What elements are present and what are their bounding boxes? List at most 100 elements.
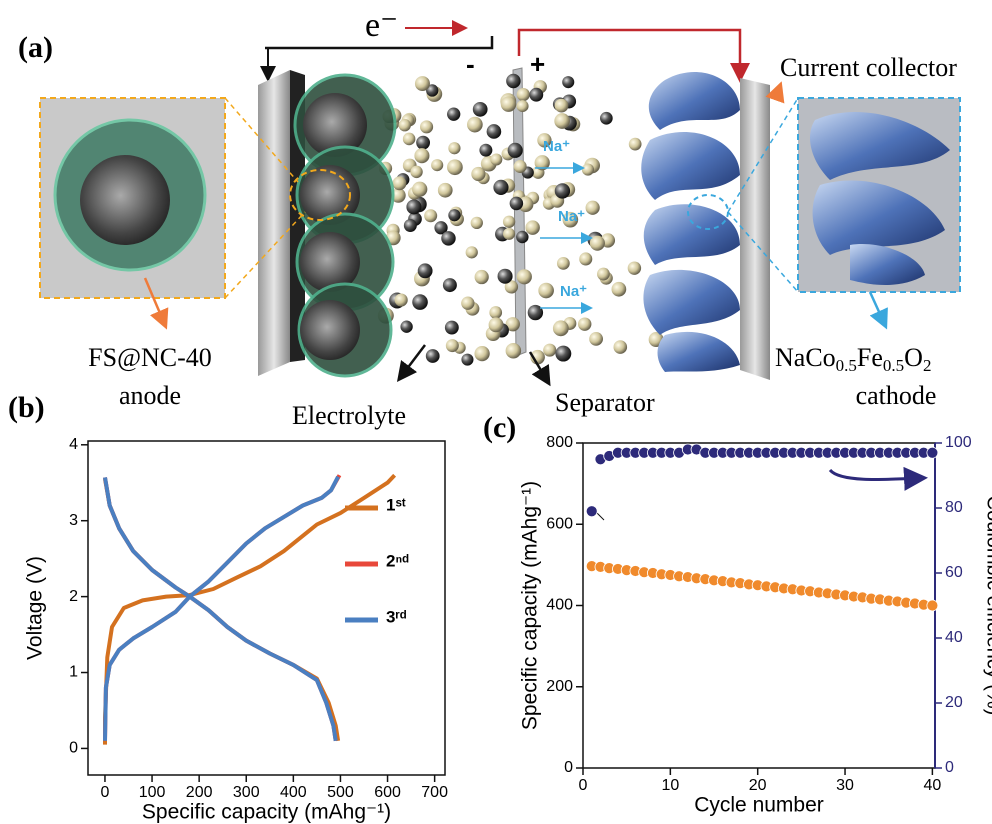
x-axis-title: Cycle number [694, 794, 824, 817]
charts: (b)010020030040050060070001234Specific c… [8, 391, 992, 824]
electrolyte-ion [412, 294, 428, 310]
y2-tick-label: 0 [945, 759, 954, 776]
electrolyte-ion [579, 252, 592, 265]
electrolyte-ion [506, 343, 522, 359]
electrolyte-ion [416, 136, 430, 150]
y-tick-label: 4 [69, 436, 78, 453]
electrolyte-ion [424, 209, 437, 222]
electrolyte-ion [503, 228, 515, 240]
ion-label: Na⁺ [558, 208, 585, 225]
electrolyte-ion [441, 231, 455, 245]
x-tick-label: 500 [327, 784, 354, 801]
x-tick-label: 0 [579, 777, 588, 794]
electrolyte-ion [589, 332, 603, 346]
electrolyte-ion [554, 113, 570, 129]
figure: (a) e⁻ - + Current collector Na⁺ Na⁺ Na⁺… [0, 0, 992, 824]
electrolyte-ion [490, 153, 502, 165]
electrolyte-ion [557, 257, 570, 270]
formula-sub: 0.5 [883, 356, 904, 375]
electrolyte-ion [395, 293, 408, 306]
y2-axis-title: Coulombic efficiency (%) [983, 496, 992, 716]
electrolyte-ion [479, 144, 492, 157]
y-axis-title: Specific capacity (mAhg⁻¹) [519, 481, 542, 730]
electrolyte-ion [555, 183, 570, 198]
electrolyte-ion [475, 270, 489, 284]
panel-label: (c) [483, 411, 516, 444]
electrolyte-ion [562, 76, 574, 88]
anode-label: FS@NC-40 [88, 343, 212, 372]
electrolyte-ion [431, 159, 443, 171]
y2-tick-label: 40 [945, 629, 963, 646]
electrolyte-ion [538, 283, 554, 299]
data-point [586, 506, 597, 517]
electrolyte-ion [410, 166, 422, 178]
electrolyte-ion [517, 269, 532, 284]
electrolyte-ion [404, 219, 417, 232]
electrolyte-ion [578, 317, 591, 330]
y-tick-label: 200 [546, 678, 573, 695]
electrolyte-ion [403, 133, 416, 146]
electrolyte-ion [415, 76, 430, 91]
formula-sub: 0.5 [836, 356, 857, 375]
y2-tick-label: 80 [945, 499, 963, 516]
electrolyte-ion [414, 148, 429, 163]
electrolyte-ion [466, 246, 478, 258]
x-tick-label: 700 [421, 784, 448, 801]
electrolyte-ion [418, 263, 433, 278]
data-point [927, 447, 938, 458]
x-tick-label: 400 [280, 784, 307, 801]
anode [290, 75, 395, 376]
electrolyte-ion [586, 201, 600, 215]
x-tick-label: 40 [923, 777, 941, 794]
ion-label: Na⁺ [543, 138, 570, 155]
y-tick-label: 0 [69, 740, 78, 757]
electrolyte-ion [553, 320, 569, 336]
x-tick-label: 600 [374, 784, 401, 801]
y-tick-label: 800 [546, 434, 573, 451]
electrolyte-ion [443, 278, 457, 292]
electrolyte-ion [461, 296, 474, 309]
x-tick-label: 300 [233, 784, 260, 801]
cathode-formula: NaCo0.5Fe0.5O2 [775, 343, 931, 375]
electrolyte-ion [445, 321, 459, 335]
electrolyte-ion [501, 96, 517, 112]
cathode-label: cathode [856, 381, 937, 410]
y-tick-label: 0 [564, 759, 573, 776]
anode-label: anode [119, 381, 181, 410]
electrolyte-ion [600, 112, 613, 125]
y-axis-title: Voltage (V) [24, 556, 47, 660]
electrolyte-ion [514, 160, 527, 173]
x-tick-label: 20 [749, 777, 767, 794]
electrolyte-label: Electrolyte [292, 401, 406, 430]
curve [105, 475, 395, 744]
electrolyte-ion [498, 269, 513, 284]
electrolyte-ion [517, 88, 530, 101]
formula-part: O [904, 343, 923, 372]
electrolyte-ion [471, 217, 483, 229]
legend-label: 3ʳᵈ [386, 607, 407, 626]
electrolyte-ion [426, 349, 440, 363]
x-tick-label: 200 [186, 784, 213, 801]
plot-frame [583, 443, 935, 768]
external-wire [519, 30, 740, 78]
formula-part: NaCo [775, 343, 836, 372]
pointer-arrow [775, 86, 780, 100]
y2-tick-label: 60 [945, 564, 963, 581]
formula-sub: 2 [923, 356, 932, 375]
electrolyte-ion [400, 321, 412, 333]
y-tick-label: 2 [69, 588, 78, 605]
electrolyte-ion [582, 164, 594, 176]
electrolyte-ion [447, 108, 460, 121]
y2-tick-label: 20 [945, 694, 963, 711]
electrolyte-ion [473, 102, 488, 117]
panel-label: (b) [8, 391, 45, 424]
electrolyte-ion [448, 142, 460, 154]
y-tick-label: 400 [546, 597, 573, 614]
x-tick-label: 100 [139, 784, 166, 801]
panel-label: (a) [18, 31, 53, 64]
electrolyte-ion [597, 268, 610, 281]
y2-tick-label: 100 [945, 434, 972, 451]
electrolyte-ion [529, 88, 543, 102]
electrolyte-ion [461, 354, 473, 366]
electrolyte-ion [510, 197, 524, 211]
